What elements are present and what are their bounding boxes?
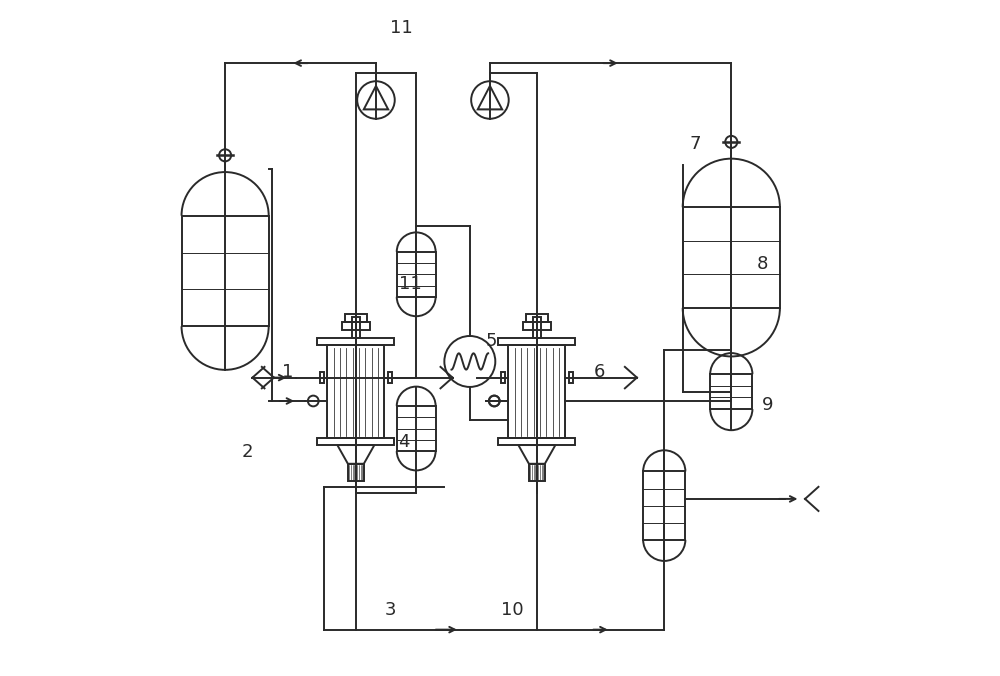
Text: 5: 5 [485, 333, 497, 350]
Bar [388, 372, 392, 383]
Text: 11: 11 [390, 19, 413, 37]
Text: 10: 10 [501, 600, 524, 619]
Text: 4: 4 [398, 433, 410, 451]
Text: 11: 11 [399, 275, 422, 293]
Bar [352, 318, 360, 338]
Text: 8: 8 [757, 256, 768, 273]
Bar [397, 252, 436, 297]
Bar [498, 439, 575, 445]
Bar [342, 322, 370, 330]
Bar [317, 338, 394, 345]
Bar [683, 208, 780, 308]
Text: 3: 3 [385, 600, 396, 619]
Bar [317, 439, 394, 445]
Bar [182, 216, 269, 327]
Text: 1: 1 [282, 362, 293, 381]
Bar [569, 372, 573, 383]
Bar [710, 375, 752, 409]
Bar [529, 464, 545, 481]
Bar [501, 372, 505, 383]
Bar [533, 318, 541, 338]
Bar [498, 338, 575, 345]
Bar [397, 406, 436, 451]
Text: 6: 6 [594, 362, 605, 381]
Bar [320, 372, 324, 383]
Bar [523, 322, 551, 330]
Bar [508, 345, 565, 439]
Text: 7: 7 [690, 135, 701, 153]
Text: 9: 9 [761, 396, 773, 414]
Bar [345, 314, 367, 322]
Bar [327, 345, 384, 439]
Text: 2: 2 [242, 443, 253, 461]
Bar [526, 314, 548, 322]
Bar [643, 471, 685, 540]
Bar [348, 464, 364, 481]
